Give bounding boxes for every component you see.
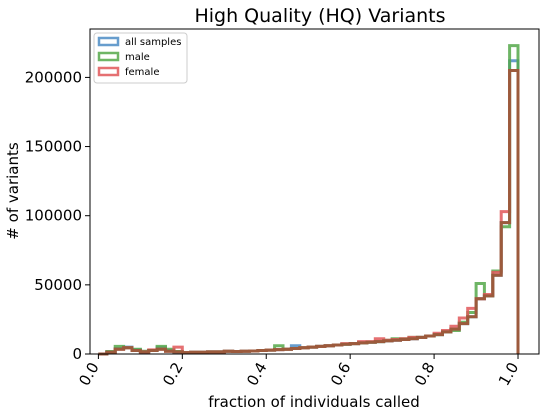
x-tick-label: 0.4 <box>243 359 271 389</box>
chart-title: High Quality (HQ) Variants <box>194 5 445 27</box>
legend-swatch <box>97 66 120 77</box>
x-tick-label: 0.0 <box>75 359 103 389</box>
x-tick-label: 0.2 <box>159 359 187 389</box>
y-axis-label: # of variants <box>4 142 22 240</box>
y-tick-label: 0 <box>72 345 82 363</box>
y-tick-label: 150000 <box>25 138 82 156</box>
y-tick-label: 200000 <box>25 68 82 86</box>
y-axis: 0 50000 100000 150000 200000 <box>25 68 90 363</box>
legend-label: all samples <box>125 37 181 48</box>
y-tick-label: 100000 <box>25 207 82 225</box>
legend-label: male <box>125 52 150 63</box>
plot-frame <box>89 28 540 355</box>
legend: all samples male female <box>93 32 188 84</box>
x-tick-label: 1.0 <box>495 359 523 389</box>
x-axis: 0.0 0.2 0.4 0.6 0.8 1.0 <box>75 354 522 389</box>
legend-swatch <box>97 51 120 62</box>
legend-swatch <box>97 36 120 47</box>
legend-label: female <box>125 67 159 78</box>
x-tick-label: 0.6 <box>327 359 355 389</box>
histogram-series-4 <box>98 69 520 356</box>
x-tick-label: 0.8 <box>411 359 439 389</box>
series-layer <box>98 44 520 356</box>
x-axis-label: fraction of individuals called <box>208 393 420 411</box>
y-tick-label: 50000 <box>34 276 82 294</box>
